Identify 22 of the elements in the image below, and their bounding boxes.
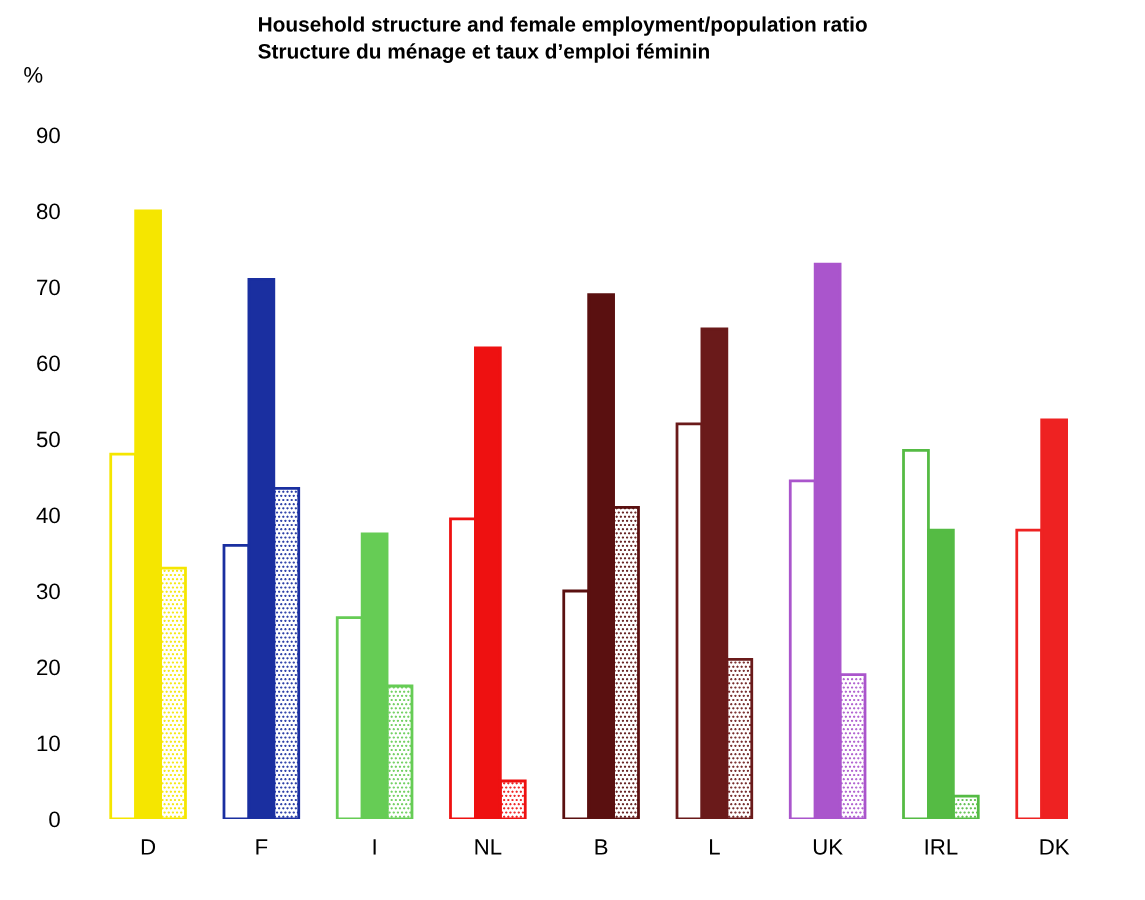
x-tick-label: NL	[475, 839, 502, 855]
y-tick-label: 40	[36, 507, 60, 524]
y-tick-label: 10	[37, 735, 60, 752]
y-tick-label: 70	[37, 279, 60, 296]
y-tick-label: 30	[36, 583, 60, 600]
y-tick-label: 80	[36, 203, 60, 220]
y-tick-label: 0	[49, 811, 60, 828]
x-tick-label: I	[373, 839, 376, 855]
y-tick-label: 60	[37, 355, 60, 372]
x-tick-label: L	[710, 839, 720, 855]
y-tick-label: 20	[37, 659, 60, 676]
x-tick-label: F	[256, 839, 268, 855]
chart-subtitle: Structure du ménage et taux d’emploi féminin	[258, 43, 709, 63]
x-tick-label: IRL	[925, 839, 958, 855]
x-tick-label: DK	[1040, 839, 1070, 855]
x-tick-label: UK	[813, 839, 843, 855]
y-tick-label: 90	[37, 127, 60, 144]
chart-title: Household structure and female employment/population ratio	[259, 16, 867, 36]
x-tick-label: D	[141, 839, 156, 855]
y-axis-title: %	[24, 67, 43, 83]
x-tick-label: B	[595, 839, 608, 855]
y-tick-label: 50	[36, 431, 60, 448]
